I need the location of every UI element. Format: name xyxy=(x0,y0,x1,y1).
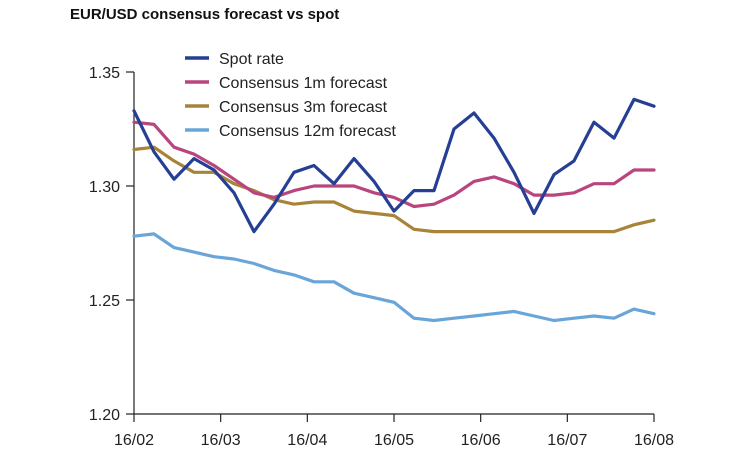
y-tick-label: 1.20 xyxy=(89,407,120,424)
x-tick-label: 16/05 xyxy=(374,432,414,449)
x-tick-label: 16/06 xyxy=(461,432,501,449)
y-tick-label: 1.35 xyxy=(89,65,120,82)
y-tick-label: 1.25 xyxy=(89,293,120,310)
legend-label: Consensus 12m forecast xyxy=(219,123,397,140)
legend-label: Consensus 1m forecast xyxy=(219,75,388,92)
x-tick-label: 16/08 xyxy=(634,432,674,449)
chart-title: EUR/USD consensus forecast vs spot xyxy=(70,6,339,23)
axes: 1.20 1.25 1.30 1.35 16/02 16/03 16/04 16/05 16/0… xyxy=(89,65,674,449)
legend-label: Consensus 3m forecast xyxy=(219,99,388,116)
y-tick-label: 1.30 xyxy=(89,179,120,196)
series-line-spot-rate xyxy=(132,97,656,234)
x-tick-label: 16/04 xyxy=(287,432,327,449)
x-tick-label: 16/07 xyxy=(547,432,587,449)
x-tick-label: 16/02 xyxy=(114,432,154,449)
legend: Spot rate Consensus 1m forecast Consensus … xyxy=(185,51,397,140)
series-layer xyxy=(132,97,656,323)
x-tick-label: 16/03 xyxy=(201,432,241,449)
legend-label: Spot rate xyxy=(219,51,284,68)
series-line-consensus-1m-forecast xyxy=(132,120,656,209)
series-line-consensus-12m-forecast xyxy=(132,232,656,323)
